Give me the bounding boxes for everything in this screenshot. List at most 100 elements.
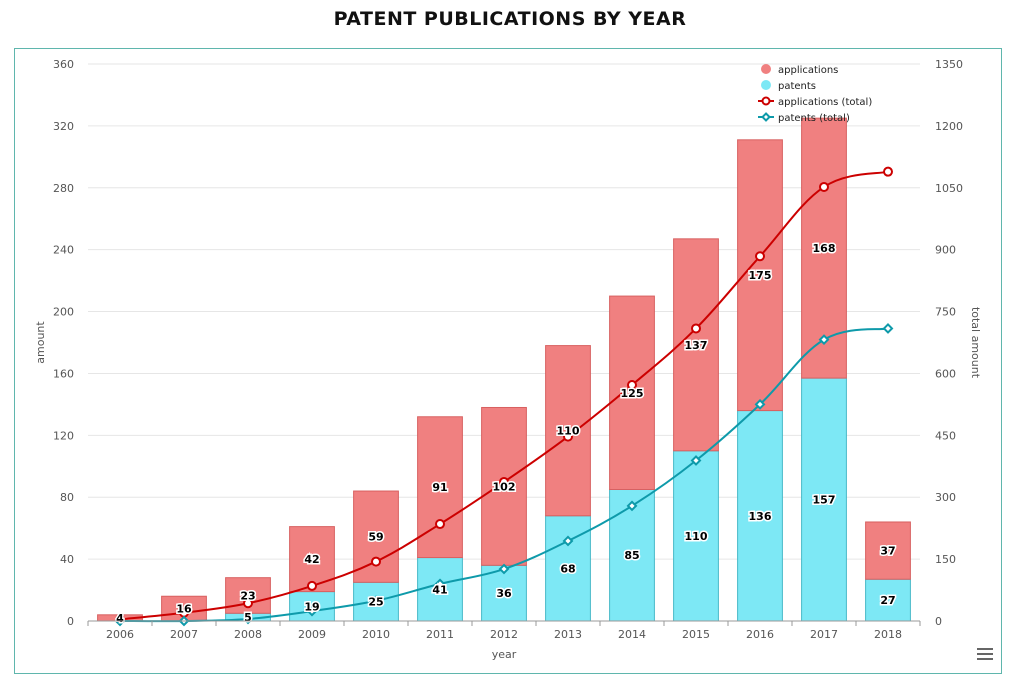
axes-layer: 0 40 80 120 160 200 240 280 320 360 0 150 300 450 600 7… xyxy=(34,58,982,661)
y2-tick-label: 0 xyxy=(935,615,942,628)
legend-label: applications (total) xyxy=(778,97,872,108)
data-label-patents: 27 xyxy=(880,594,895,607)
lines-layer xyxy=(114,166,894,627)
bar-patents xyxy=(865,578,911,622)
data-label-patents: 25 xyxy=(368,596,383,609)
y2-tick-label: 1200 xyxy=(935,120,963,133)
point-patents-total xyxy=(754,398,766,410)
data-label-patents: 85 xyxy=(624,549,639,562)
legend-label: patents xyxy=(778,81,816,92)
data-label-patents: 136 xyxy=(749,510,772,523)
data-label-patents: 5 xyxy=(244,611,252,624)
legend-label: applications xyxy=(778,65,838,76)
x-tick-label: 2014 xyxy=(618,628,646,641)
legend-label: patents (total) xyxy=(778,113,850,124)
bar-patents xyxy=(673,450,719,622)
y-tick-label: 160 xyxy=(53,367,74,380)
data-label-applications: 102 xyxy=(493,480,516,493)
point-applications-total xyxy=(755,251,765,262)
point-patents-total xyxy=(370,595,382,607)
legend[interactable]: applications patents applications (total) p… xyxy=(758,64,872,124)
bar-applications xyxy=(609,295,655,490)
x-tick-label: 2008 xyxy=(234,628,262,641)
bar-patents xyxy=(801,377,847,622)
point-applications-total xyxy=(691,323,701,334)
legend-marker xyxy=(761,64,771,74)
labels-layer: 4 16 23 5 42 19 59 25 91 41 102 36 110 68 125 85 137 110 1… xyxy=(115,241,897,627)
point-patents-total xyxy=(690,455,702,466)
x-tick-label: 2006 xyxy=(106,628,134,641)
bar-patents xyxy=(481,564,527,622)
data-label-applications: 137 xyxy=(685,339,708,352)
data-label-patents: 68 xyxy=(560,562,575,575)
legend-item[interactable]: patents (total) xyxy=(758,112,850,124)
data-label-applications: 4 xyxy=(116,612,124,625)
y-tick-label: 320 xyxy=(53,120,74,133)
chart-frame xyxy=(14,48,1002,674)
data-label-applications: 59 xyxy=(368,531,383,544)
point-patents-total xyxy=(818,334,830,346)
y2-axis-title: total amount xyxy=(969,307,982,379)
bar-applications xyxy=(545,345,591,517)
x-tick-label: 2011 xyxy=(426,628,454,641)
y-tick-label: 120 xyxy=(53,429,74,442)
point-applications-total xyxy=(627,379,637,390)
data-label-patents: 157 xyxy=(813,494,836,507)
data-label-applications: 175 xyxy=(749,269,772,282)
data-label-applications: 37 xyxy=(880,545,895,558)
data-label-applications: 91 xyxy=(432,481,447,494)
x-tick-label: 2012 xyxy=(490,628,518,641)
x-tick-label: 2018 xyxy=(874,628,902,641)
menu-icon[interactable] xyxy=(977,648,993,662)
legend-item[interactable]: applications xyxy=(761,64,838,76)
chart-title: PATENT PUBLICATIONS BY YEAR xyxy=(333,8,687,30)
y-tick-label: 80 xyxy=(60,491,74,504)
legend-item[interactable]: applications (total) xyxy=(758,96,872,108)
y-tick-label: 200 xyxy=(53,306,74,319)
y-tick-label: 40 xyxy=(60,553,74,566)
y-tick-label: 240 xyxy=(53,244,74,257)
point-applications-total xyxy=(499,476,509,487)
bar-patents xyxy=(417,557,463,622)
y-tick-label: 280 xyxy=(53,182,74,195)
data-label-applications: 125 xyxy=(621,387,644,400)
bar-applications xyxy=(865,521,911,580)
point-patents-total xyxy=(434,578,446,590)
bar-applications xyxy=(353,490,399,583)
x-tick-label: 2007 xyxy=(170,628,198,641)
point-applications-total xyxy=(563,431,573,442)
legend-item[interactable]: patents xyxy=(761,80,816,92)
data-label-applications: 42 xyxy=(304,553,319,566)
y2-tick-label: 750 xyxy=(935,306,956,319)
y2-tick-label: 450 xyxy=(935,429,956,442)
point-applications-total xyxy=(307,580,317,591)
point-patents-total xyxy=(498,563,510,575)
y2-tick-label: 600 xyxy=(935,367,956,380)
y2-tick-label: 1050 xyxy=(935,182,963,195)
point-applications-total xyxy=(371,556,381,567)
y2-tick-label: 1350 xyxy=(935,58,963,71)
data-label-applications: 168 xyxy=(813,242,836,255)
y2-tick-label: 900 xyxy=(935,244,956,257)
bar-applications xyxy=(737,139,783,412)
bars-layer xyxy=(97,117,911,622)
x-tick-label: 2009 xyxy=(298,628,326,641)
point-applications-total xyxy=(819,181,829,192)
legend-marker xyxy=(761,96,771,106)
legend-marker xyxy=(761,80,771,90)
point-patents-total xyxy=(626,500,638,512)
point-applications-total xyxy=(883,166,893,177)
y2-tick-label: 300 xyxy=(935,491,956,504)
y-tick-label: 0 xyxy=(67,615,74,628)
x-tick-label: 2017 xyxy=(810,628,838,641)
data-label-patents: 41 xyxy=(432,583,447,596)
point-patents-total xyxy=(562,535,574,547)
data-label-patents: 110 xyxy=(685,530,708,543)
x-tick-label: 2015 xyxy=(682,628,710,641)
data-label-applications: 16 xyxy=(176,603,192,616)
bar-applications xyxy=(225,577,271,614)
point-patents-total xyxy=(882,323,894,334)
x-tick-label: 2010 xyxy=(362,628,390,641)
y-axis-title: amount xyxy=(34,321,47,364)
